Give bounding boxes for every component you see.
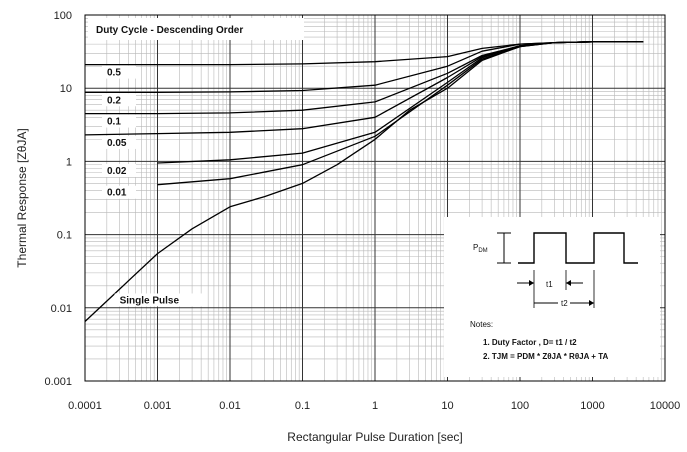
legend-title-box: Duty Cycle - Descending Order: [88, 18, 304, 40]
series-line: [85, 41, 644, 93]
curve-label: 0.1: [107, 117, 121, 128]
curve-label-bg: [102, 65, 136, 79]
curve-label-bg: [102, 114, 136, 128]
x-tick-label: 10000: [650, 400, 681, 412]
curve-label: 0.5: [107, 68, 121, 79]
series-lines: [84, 41, 644, 322]
y-tick-label: 0.001: [44, 376, 72, 388]
y-tick-label: 1: [66, 156, 72, 168]
y-tick-label: 0.01: [51, 303, 72, 315]
t1-label: t1: [546, 280, 553, 289]
x-tick-label: 0.1: [295, 400, 310, 412]
curve-label: Single Pulse: [120, 295, 180, 306]
curve-label: 0.02: [107, 166, 127, 177]
x-axis-ticks: 0.0001 0.001 0.01 0.1 1 10 100 1000 10000: [68, 400, 680, 412]
x-axis-title: Rectangular Pulse Duration [sec]: [287, 430, 462, 444]
curve-label-bg: [102, 93, 136, 107]
curve-label: 0.2: [107, 95, 121, 106]
curve-label-bg: [114, 293, 203, 307]
legend-title: Duty Cycle - Descending Order: [96, 25, 243, 36]
y-tick-label: 100: [54, 10, 72, 22]
series-line: [84, 41, 644, 322]
t2-label: t2: [561, 299, 568, 308]
note-junction-temp: 2. TJM = PDM * ZθJA * RθJA + TA: [483, 352, 608, 361]
y-tick-label: 10: [60, 83, 72, 95]
curve-labels: 0.5 0.2 0.1 0.05 0.02 0.01 Single Pulse: [102, 65, 203, 307]
curve-label-bg: [102, 185, 136, 199]
x-tick-label: 10: [441, 400, 453, 412]
curve-label: 0.05: [107, 138, 127, 149]
pdm-label: PDM: [473, 243, 488, 254]
x-tick-label: 1000: [580, 400, 604, 412]
notes-heading: Notes:: [470, 320, 493, 329]
notes-inset: PDM t1 t2 Notes: 1. Duty Factor , D= t1 …: [444, 217, 660, 377]
curve-label-bg: [102, 164, 136, 178]
x-tick-label: 0.001: [144, 400, 172, 412]
y-axis-ticks: 0.001 0.01 0.1 1 10 100: [44, 10, 72, 388]
plot-frame: [84, 14, 666, 382]
y-axis-title: Thermal Response [ZθJA]: [15, 128, 29, 267]
curve-label-bg: [102, 135, 136, 149]
x-tick-label: 0.01: [219, 400, 240, 412]
x-tick-label: 100: [511, 400, 529, 412]
x-tick-label: 1: [372, 400, 378, 412]
curve-label: 0.01: [107, 188, 127, 199]
x-tick-label: 0.0001: [68, 400, 102, 412]
note-duty-factor: 1. Duty Factor , D= t1 / t2: [483, 338, 577, 347]
y-tick-label: 0.1: [57, 230, 72, 242]
pulse-waveform: [518, 232, 638, 264]
series-line: [85, 41, 644, 115]
